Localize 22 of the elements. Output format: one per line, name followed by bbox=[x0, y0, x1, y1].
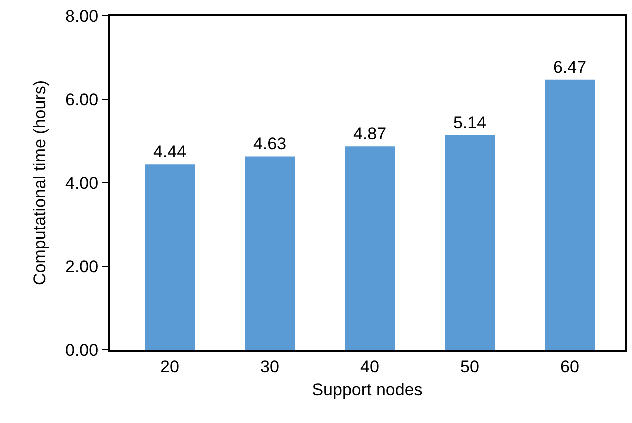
bar bbox=[445, 135, 495, 350]
y-tick-label: 0.00 bbox=[66, 340, 99, 360]
bar bbox=[345, 146, 395, 350]
data-label: 4.87 bbox=[353, 124, 387, 144]
x-tick-label: 60 bbox=[560, 357, 580, 376]
bar bbox=[545, 80, 595, 350]
x-tick-label: 20 bbox=[160, 357, 180, 376]
x-tick-label: 40 bbox=[360, 357, 380, 376]
data-label: 4.63 bbox=[253, 134, 287, 154]
y-tick-label: 8.00 bbox=[66, 6, 99, 26]
x-tick-label: 30 bbox=[260, 357, 280, 376]
y-axis-title: Computational time (hours) bbox=[30, 80, 50, 286]
y-tick-label: 4.00 bbox=[66, 174, 99, 193]
data-label: 6.47 bbox=[553, 58, 587, 77]
bar bbox=[145, 164, 195, 350]
x-axis-title: Support nodes bbox=[312, 380, 423, 400]
y-tick-label: 2.00 bbox=[66, 257, 99, 276]
data-label: 4.44 bbox=[153, 142, 187, 162]
bar bbox=[245, 156, 295, 350]
x-tick-label: 50 bbox=[460, 357, 480, 376]
y-tick-label: 6.00 bbox=[66, 90, 99, 110]
data-label: 5.14 bbox=[453, 113, 487, 132]
